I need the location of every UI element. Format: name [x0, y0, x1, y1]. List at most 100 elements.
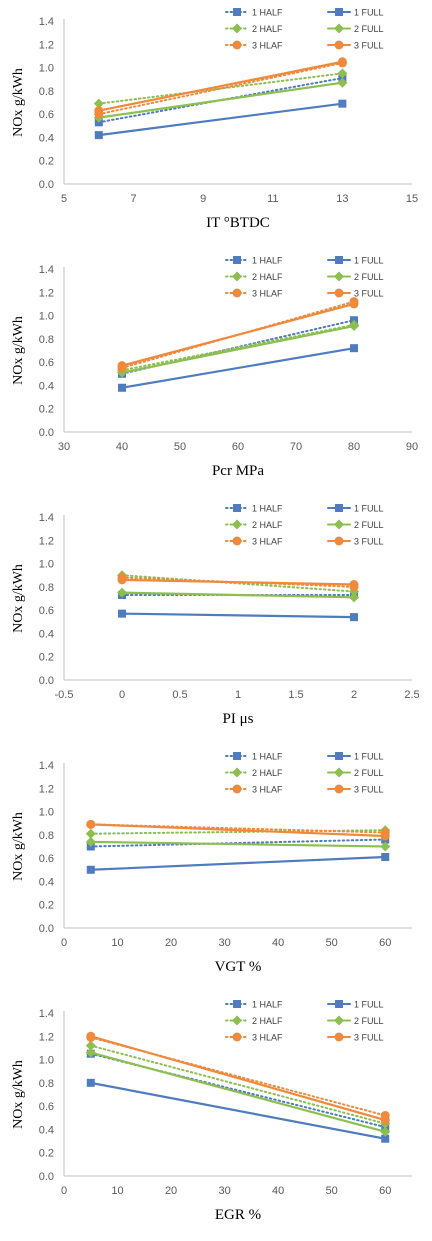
legend: 1 HALF 1 FULL 2 HALF 2 FULL 3 HLAF 3 FULL: [225, 752, 384, 795]
y-tick-label: 0.0: [39, 923, 54, 935]
legend-label: 3 FULL: [354, 537, 384, 547]
legend: 1 HALF 1 FULL 2 HALF 2 FULL 3 HLAF 3 FULL: [225, 1000, 384, 1043]
data-point: [350, 344, 358, 353]
y-axis-title: NOx g/kWh: [11, 68, 26, 137]
chart-panel: 0.0 0.2 0.4 0.6 0.8 1.0 1.2 1.4 0 10 20 30 40 50 60 VGT…: [0, 744, 432, 984]
x-tick-label: 80: [348, 441, 360, 453]
data-point: [337, 77, 348, 88]
series-line: [120, 324, 356, 374]
legend-marker: [232, 271, 242, 282]
y-tick-label: 0.2: [39, 652, 54, 664]
series-line: [89, 1051, 387, 1133]
data-point: [381, 852, 390, 861]
legend-marker: [334, 519, 344, 530]
x-tick-label: 90: [406, 441, 418, 453]
x-tick-label: 0: [61, 937, 67, 949]
series-line: [120, 578, 356, 586]
series-line: [89, 1044, 387, 1125]
legend-item: 3 HLAF: [225, 40, 283, 51]
data-point: [93, 98, 104, 109]
x-tick-label: 1.5: [288, 689, 303, 701]
y-tick-label: 0.2: [39, 404, 54, 416]
x-tick-label: 2: [351, 689, 357, 701]
legend-item: 3 FULL: [327, 536, 384, 547]
y-tick-label: 1.4: [39, 16, 54, 28]
series-2-half: [93, 68, 348, 109]
series-line: [89, 829, 387, 835]
legend: 1 HALF 1 FULL 2 HALF 2 FULL 3 HLAF 3 FULL: [225, 8, 384, 51]
legend-label: 2 FULL: [354, 520, 384, 530]
series-line: [89, 823, 387, 838]
legend-item: 2 FULL: [327, 1015, 384, 1026]
legend-item: 1 FULL: [327, 752, 384, 762]
data-point: [86, 1031, 96, 1041]
y-tick-label: 0.4: [39, 380, 54, 392]
chart-panel: 0.0 0.2 0.4 0.6 0.8 1.0 1.2 1.4 -0.5 0 0.5 1 1.5 2 2.5…: [0, 496, 432, 736]
series-line: [120, 302, 356, 367]
series-1-full: [118, 344, 358, 392]
series-2-full: [85, 836, 391, 852]
x-tick-label: 0: [61, 1185, 67, 1197]
y-tick-label: 1.4: [39, 1008, 54, 1020]
legend-label: 3 HLAF: [252, 1033, 283, 1043]
series-line: [89, 840, 387, 848]
y-tick-label: 0.8: [39, 830, 54, 842]
x-tick-label: -0.5: [55, 689, 74, 701]
legend-marker: [335, 752, 343, 760]
legend-label: 1 HALF: [252, 504, 283, 514]
legend-marker: [232, 784, 242, 794]
y-tick-label: 0.4: [39, 1124, 54, 1136]
legend-item: 2 HALF: [225, 23, 283, 34]
data-point: [349, 580, 359, 590]
x-tick-label: 20: [165, 1185, 177, 1197]
x-tick-label: 70: [290, 441, 302, 453]
x-tick-label: 13: [336, 193, 348, 205]
x-tick-label: 11: [267, 193, 278, 205]
series-2-full: [117, 321, 359, 378]
series-2-full: [117, 587, 359, 603]
legend-marker: [232, 23, 242, 34]
y-tick-label: 0.4: [39, 132, 54, 144]
legend-marker: [232, 288, 242, 298]
y-axis-title: NOx g/kWh: [11, 316, 26, 385]
legend-label: 1 HALF: [252, 752, 283, 762]
data-point: [94, 131, 103, 140]
nox-line-chart: 0.0 0.2 0.4 0.6 0.8 1.0 1.2 1.4 -0.5 0 0.5 1 1.5 2 2.5…: [11, 504, 420, 728]
y-tick-label: 0.0: [39, 1171, 54, 1183]
legend-item: 2 FULL: [327, 271, 384, 282]
legend-label: 1 HALF: [252, 1000, 283, 1010]
legend-marker: [233, 8, 241, 16]
legend-item: 3 FULL: [327, 784, 384, 795]
series-line: [121, 574, 355, 593]
legend-item: 2 FULL: [327, 767, 384, 778]
y-tick-label: 0.8: [39, 582, 54, 594]
data-point: [380, 831, 390, 841]
y-tick-label: 1.2: [39, 783, 54, 795]
data-point: [86, 819, 96, 829]
x-tick-label: 0: [119, 689, 125, 701]
y-tick-label: 0.2: [39, 156, 54, 168]
x-tick-label: 50: [174, 441, 186, 453]
y-tick-label: 1.4: [39, 264, 54, 276]
legend-item: 1 FULL: [327, 256, 384, 266]
legend-item: 2 HALF: [225, 519, 283, 530]
legend-label: 2 HALF: [252, 768, 283, 778]
chart-panel: 0.0 0.2 0.4 0.6 0.8 1.0 1.2 1.4 0 10 20 30 40 50 60 EGR…: [0, 992, 432, 1232]
legend-label: 1 HALF: [252, 256, 283, 266]
legend-label: 3 FULL: [354, 1033, 384, 1043]
y-tick-label: 0.8: [39, 1078, 54, 1090]
legend-item: 1 FULL: [327, 8, 384, 18]
legend-marker: [232, 1015, 242, 1026]
legend-label: 3 HLAF: [252, 537, 283, 547]
y-tick-label: 0.8: [39, 334, 54, 346]
x-tick-label: 30: [218, 1185, 230, 1197]
x-axis-title: PI μs: [223, 711, 254, 727]
y-tick-label: 1.0: [39, 559, 54, 571]
legend-marker: [334, 23, 344, 34]
legend-item: 3 FULL: [327, 288, 384, 299]
data-point: [338, 99, 347, 108]
data-point: [86, 865, 95, 874]
legend-item: 3 HLAF: [225, 288, 283, 299]
data-point: [349, 592, 359, 603]
